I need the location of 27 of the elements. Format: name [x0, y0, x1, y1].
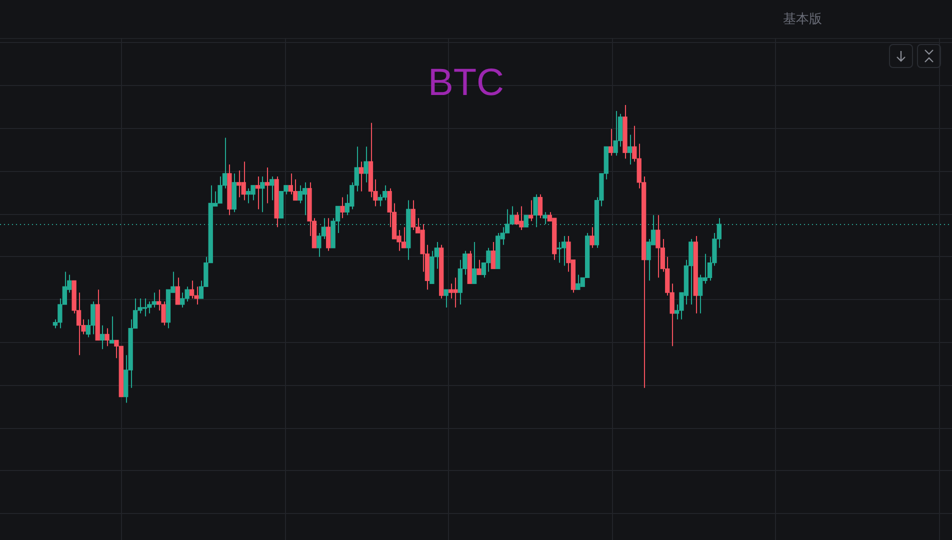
candlestick	[538, 194, 543, 219]
candlestick	[528, 200, 534, 222]
candlestick	[590, 226, 594, 248]
candlestick	[608, 128, 614, 156]
candlestick	[270, 176, 274, 201]
candlestick	[100, 324, 105, 350]
candlestick	[264, 167, 270, 204]
candlestick	[340, 196, 345, 219]
candlestick	[472, 241, 477, 284]
candlestick	[542, 212, 548, 225]
chart-title: BTC	[427, 62, 505, 105]
candlestick	[358, 161, 364, 192]
candlestick	[444, 289, 448, 308]
candlestick	[533, 194, 538, 228]
candlestick	[364, 146, 368, 183]
candlestick	[326, 218, 331, 252]
candlestick	[490, 241, 496, 270]
candlestick	[627, 134, 632, 166]
candlestick	[109, 316, 114, 344]
candlestick	[476, 259, 482, 276]
candlestick	[260, 176, 265, 213]
candlestick	[104, 328, 110, 347]
candlestick	[175, 277, 180, 305]
candlestick	[514, 212, 520, 225]
candlestick	[255, 176, 260, 210]
text: 基本版	[783, 11, 822, 28]
candlestick	[302, 182, 308, 216]
